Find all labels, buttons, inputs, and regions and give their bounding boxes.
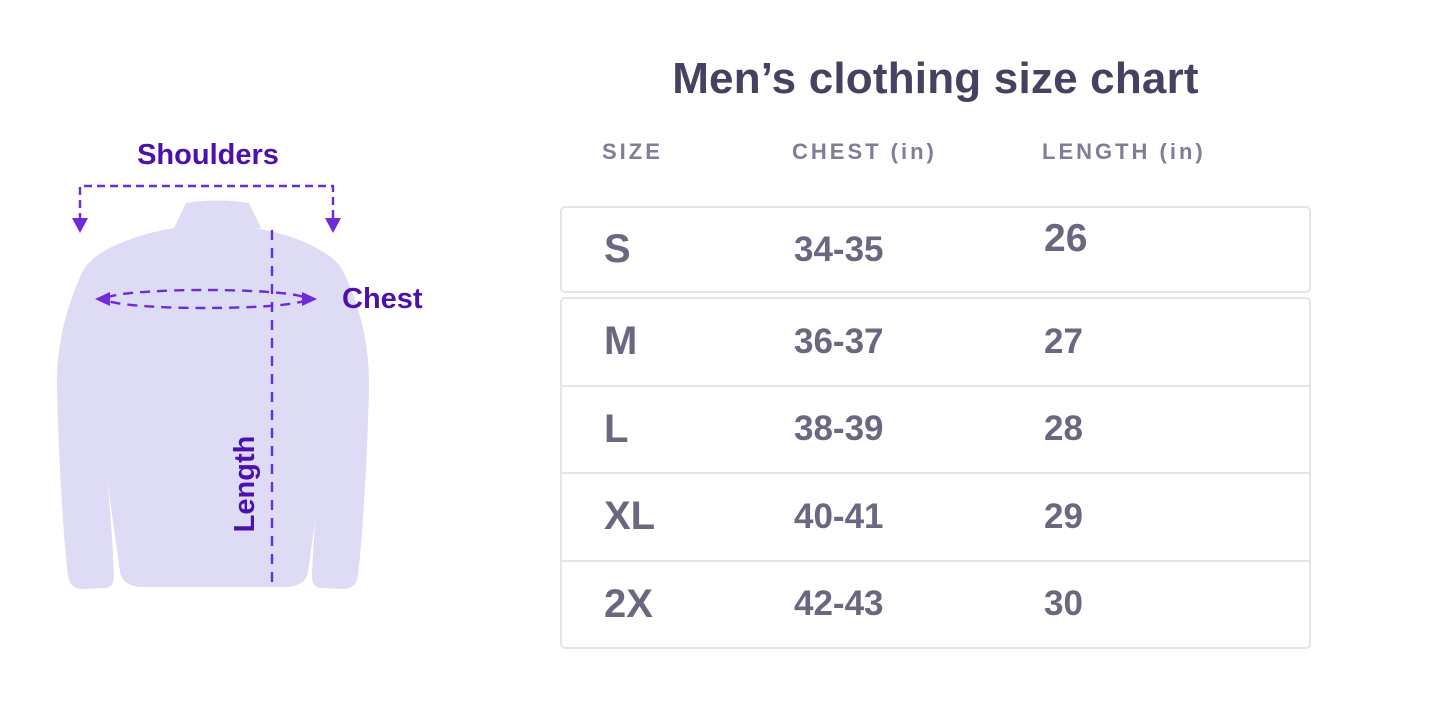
chest-cell: 42-43: [794, 584, 884, 624]
table-header-row: SIZE CHEST (in) LENGTH (in): [560, 138, 1311, 166]
shirt-back-illustration: [56, 184, 370, 589]
size-cell: 2X: [604, 581, 653, 626]
column-header-size: SIZE: [602, 139, 663, 164]
chest-cell: 36-37: [794, 321, 884, 361]
page-title: Men’s clothing size chart: [672, 54, 1199, 103]
shirt-measurement-diagram: Shoulders Chest Length: [40, 135, 500, 615]
chest-label: Chest: [342, 283, 423, 315]
table-row-s: S 34-35 26: [562, 208, 1309, 291]
table-row-group: M 36-37 27 L 38-39 28 XL 40-41 29 2X 42-…: [560, 297, 1311, 649]
table-row-l: L 38-39 28: [562, 384, 1309, 473]
shirt-collar-shape: [174, 200, 261, 228]
shirt-body-shape: [84, 228, 344, 587]
length-label: Length: [229, 435, 261, 533]
chest-arrow-right-icon: [302, 292, 317, 306]
chest-arrow-left-icon: [95, 292, 110, 306]
chest-cell: 40-41: [794, 496, 884, 536]
table-row-xl: XL 40-41 29: [562, 472, 1309, 560]
length-cell: 28: [1044, 409, 1083, 449]
length-cell: 26: [1044, 216, 1088, 260]
shoulders-label: Shoulders: [137, 139, 279, 171]
size-cell: XL: [604, 494, 656, 539]
length-cell: 27: [1044, 321, 1083, 361]
size-cell: S: [604, 227, 631, 271]
table-row-2x: 2X 42-43 30: [562, 559, 1309, 648]
length-cell: 30: [1044, 584, 1083, 624]
shirt-silhouette: [56, 200, 370, 589]
size-chart-panel: Men’s clothing size chart SIZE CHEST (in…: [560, 0, 1311, 725]
table-row-group-first: S 34-35 26: [560, 206, 1311, 293]
table-row-m: M 36-37 27: [562, 299, 1309, 385]
column-header-chest: CHEST (in): [792, 139, 937, 164]
shoulder-arrow-left-icon: [72, 218, 88, 233]
chest-cell: 38-39: [794, 409, 884, 449]
shirt-right-sleeve-shape: [258, 231, 370, 589]
shirt-left-sleeve-shape: [56, 231, 168, 589]
shoulder-arrow-right-icon: [325, 218, 341, 233]
size-cell: L: [604, 406, 629, 451]
shoulders-measure-bracket: [78, 184, 335, 221]
chest-cell: 34-35: [794, 229, 884, 269]
length-cell: 29: [1044, 496, 1083, 536]
size-cell: M: [604, 319, 638, 364]
column-header-length: LENGTH (in): [1042, 139, 1206, 164]
